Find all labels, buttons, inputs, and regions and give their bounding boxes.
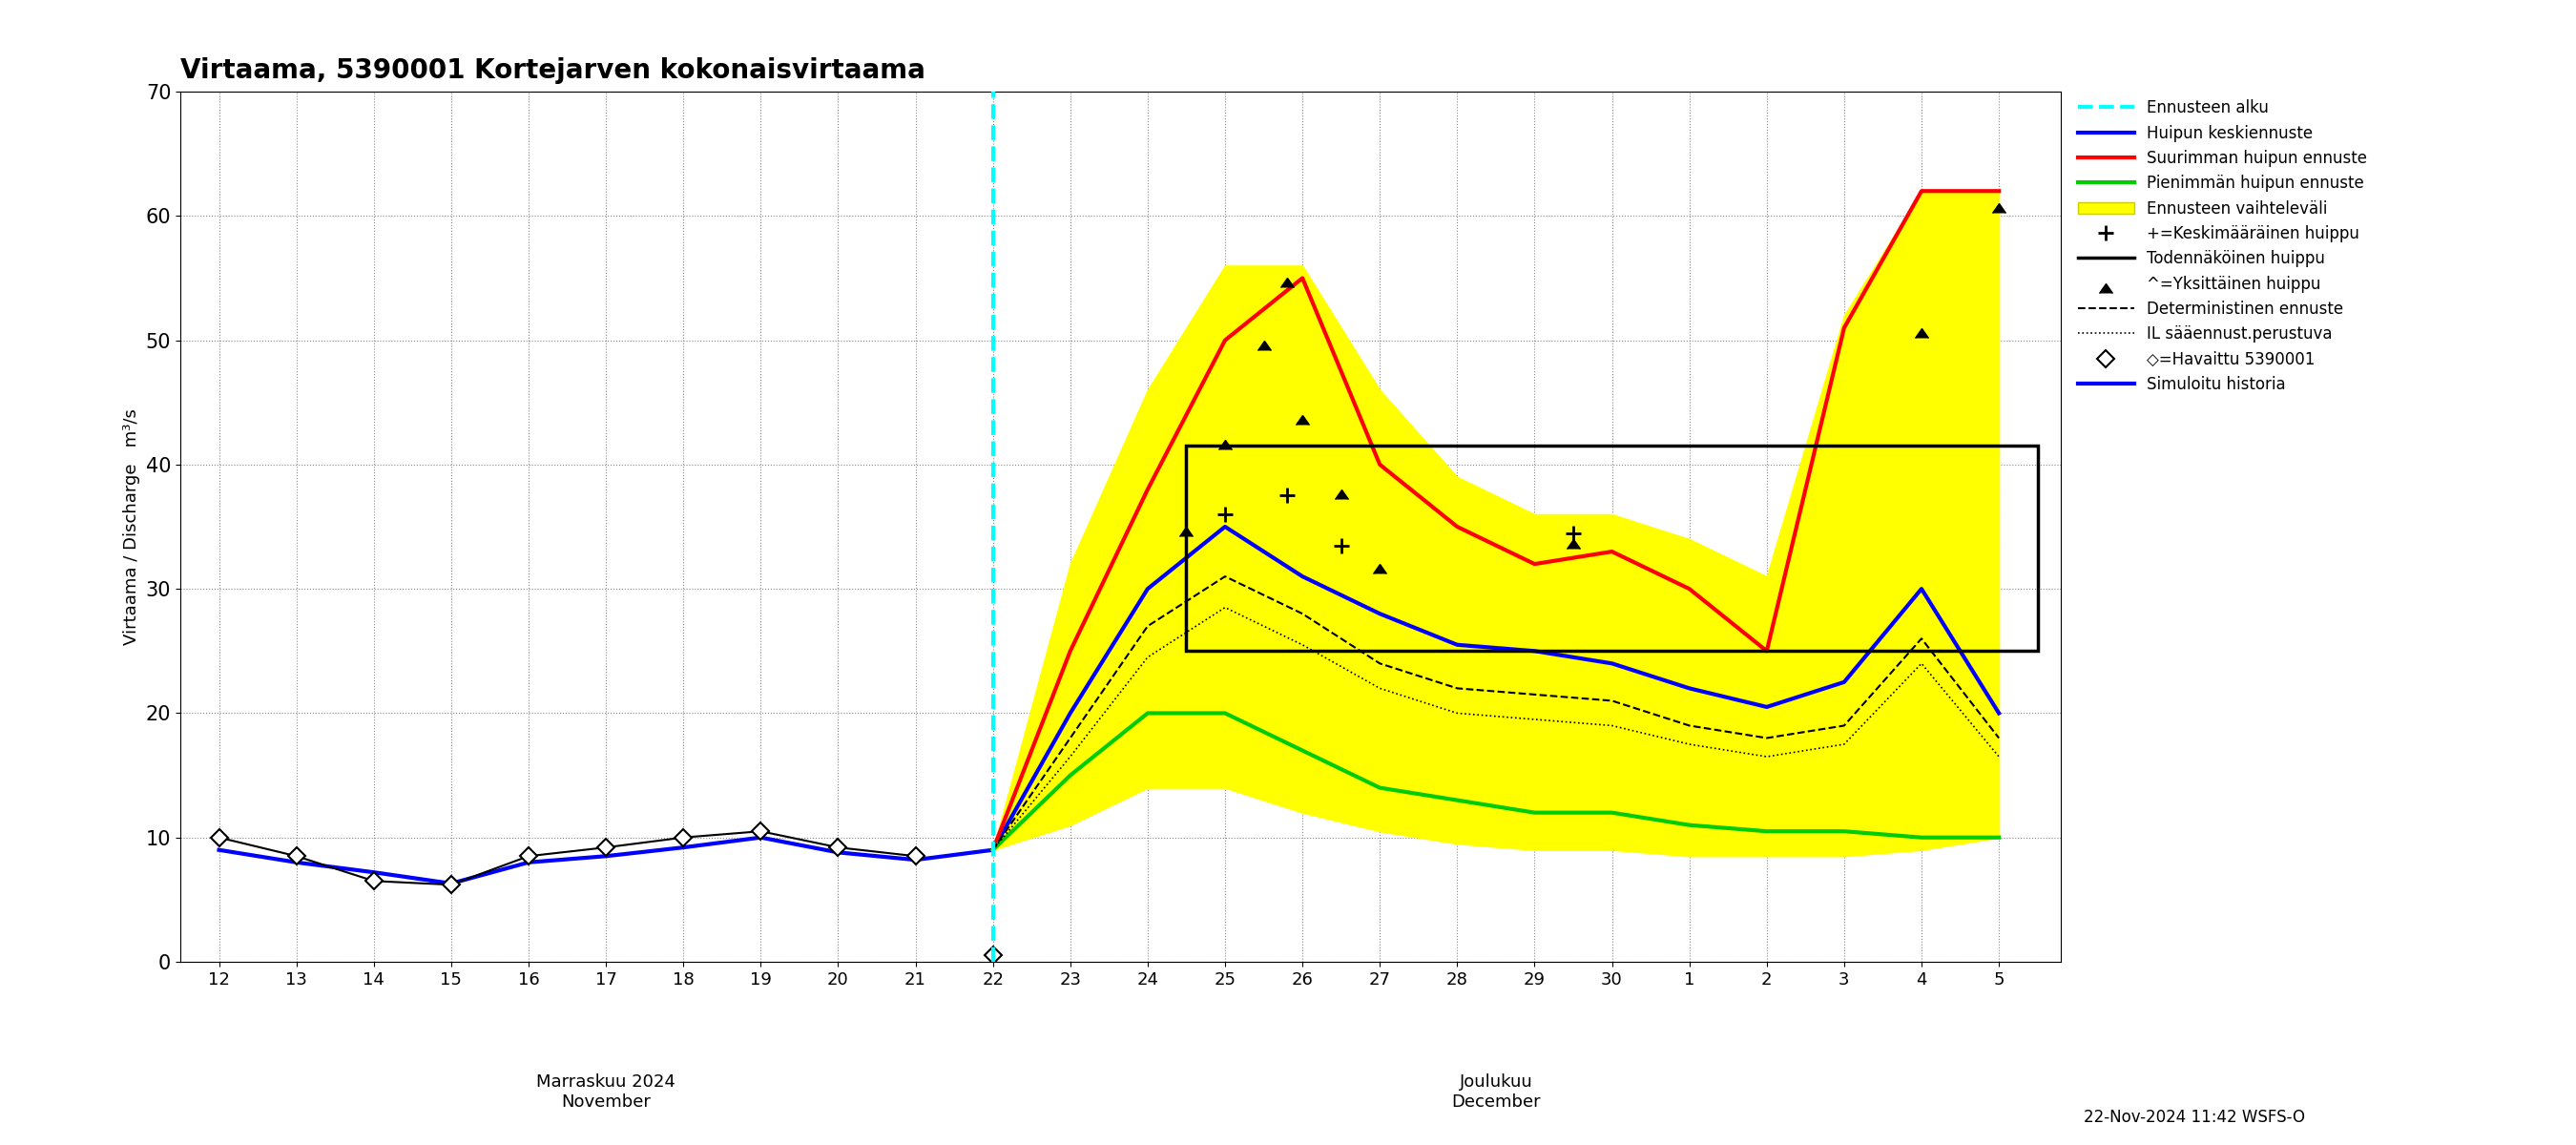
Bar — [1188, 445, 2038, 652]
Text: 22-Nov-2024 11:42 WSFS-O: 22-Nov-2024 11:42 WSFS-O — [2084, 1108, 2306, 1126]
Y-axis label: Virtaama / Discharge   m³/s: Virtaama / Discharge m³/s — [124, 409, 139, 645]
Text: Marraskuu 2024
November: Marraskuu 2024 November — [536, 1074, 675, 1111]
Legend: Ennusteen alku, Huipun keskiennuste, Suurimman huipun ennuste, Pienimmän huipun : Ennusteen alku, Huipun keskiennuste, Suu… — [2079, 100, 2367, 393]
Text: Virtaama, 5390001 Kortejarven kokonaisvirtaama: Virtaama, 5390001 Kortejarven kokonaisvi… — [180, 57, 925, 84]
Text: Joulukuu
December: Joulukuu December — [1450, 1074, 1540, 1111]
